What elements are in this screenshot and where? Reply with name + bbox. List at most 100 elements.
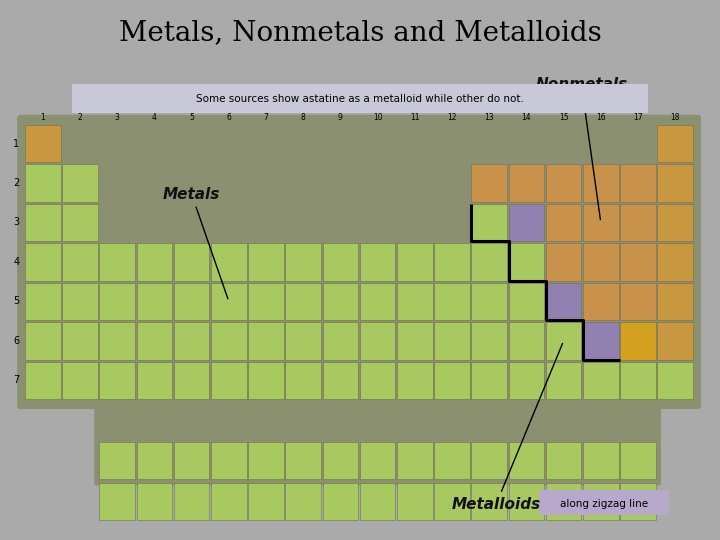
Bar: [472, 243, 507, 281]
Bar: [546, 243, 582, 281]
Bar: [360, 282, 395, 320]
Bar: [99, 243, 135, 281]
Bar: [397, 362, 433, 399]
Text: 5: 5: [189, 113, 194, 122]
Bar: [285, 483, 321, 520]
Bar: [99, 442, 135, 479]
Bar: [25, 164, 60, 202]
Bar: [397, 282, 433, 320]
Text: 11: 11: [410, 113, 420, 122]
Bar: [508, 243, 544, 281]
Bar: [472, 282, 507, 320]
Bar: [583, 243, 618, 281]
Bar: [137, 442, 172, 479]
Bar: [323, 282, 359, 320]
Bar: [472, 362, 507, 399]
Bar: [657, 125, 693, 162]
Bar: [360, 442, 395, 479]
Text: 2: 2: [13, 178, 19, 188]
Bar: [397, 442, 433, 479]
Bar: [546, 483, 582, 520]
Text: 5: 5: [13, 296, 19, 306]
Text: 4: 4: [13, 257, 19, 267]
Bar: [285, 442, 321, 479]
Bar: [211, 362, 247, 399]
Bar: [508, 164, 544, 202]
Bar: [248, 243, 284, 281]
Bar: [360, 243, 395, 281]
Bar: [174, 442, 210, 479]
Bar: [174, 362, 210, 399]
Bar: [211, 442, 247, 479]
Bar: [434, 362, 470, 399]
Bar: [323, 362, 359, 399]
Bar: [620, 204, 656, 241]
Bar: [397, 243, 433, 281]
FancyBboxPatch shape: [17, 115, 701, 409]
Text: Some sources show astatine as a metalloid while other do not.: Some sources show astatine as a metalloi…: [196, 93, 524, 104]
Bar: [137, 322, 172, 360]
Bar: [546, 442, 582, 479]
Bar: [25, 322, 60, 360]
Bar: [434, 322, 470, 360]
Bar: [657, 322, 693, 360]
Bar: [285, 322, 321, 360]
Text: 2: 2: [78, 113, 82, 122]
Bar: [620, 442, 656, 479]
Bar: [248, 362, 284, 399]
Bar: [25, 204, 60, 241]
Bar: [174, 483, 210, 520]
Bar: [583, 483, 618, 520]
Text: 3: 3: [13, 218, 19, 227]
Bar: [508, 362, 544, 399]
Text: Metals, Nonmetals and Metalloids: Metals, Nonmetals and Metalloids: [119, 19, 601, 46]
Bar: [657, 243, 693, 281]
Bar: [62, 243, 98, 281]
Text: 12: 12: [447, 113, 456, 122]
Text: Metals: Metals: [163, 187, 228, 299]
Bar: [397, 322, 433, 360]
Bar: [174, 322, 210, 360]
Bar: [472, 164, 507, 202]
Text: 15: 15: [559, 113, 568, 122]
Bar: [583, 204, 618, 241]
Bar: [62, 362, 98, 399]
Bar: [620, 362, 656, 399]
Bar: [583, 442, 618, 479]
Bar: [546, 282, 582, 320]
Bar: [583, 282, 618, 320]
Text: Nonmetals: Nonmetals: [535, 77, 628, 220]
Bar: [620, 322, 656, 360]
Bar: [508, 282, 544, 320]
Bar: [211, 483, 247, 520]
Text: 16: 16: [596, 113, 606, 122]
Bar: [546, 204, 582, 241]
Bar: [137, 483, 172, 520]
Text: 18: 18: [670, 113, 680, 122]
Text: 13: 13: [485, 113, 494, 122]
Bar: [472, 483, 507, 520]
Text: 1: 1: [40, 113, 45, 122]
Bar: [583, 164, 618, 202]
Text: along zigzag line: along zigzag line: [560, 499, 648, 509]
Bar: [211, 243, 247, 281]
Bar: [137, 282, 172, 320]
Bar: [248, 282, 284, 320]
Bar: [546, 362, 582, 399]
Bar: [248, 322, 284, 360]
Bar: [174, 243, 210, 281]
Bar: [434, 282, 470, 320]
Bar: [137, 362, 172, 399]
Bar: [137, 362, 172, 399]
Bar: [211, 322, 247, 360]
Bar: [174, 282, 210, 320]
Bar: [657, 164, 693, 202]
Bar: [360, 362, 395, 399]
Text: 14: 14: [521, 113, 531, 122]
Bar: [62, 282, 98, 320]
Bar: [657, 204, 693, 241]
Bar: [508, 483, 544, 520]
Bar: [434, 483, 470, 520]
Bar: [472, 362, 507, 399]
Bar: [174, 362, 210, 399]
